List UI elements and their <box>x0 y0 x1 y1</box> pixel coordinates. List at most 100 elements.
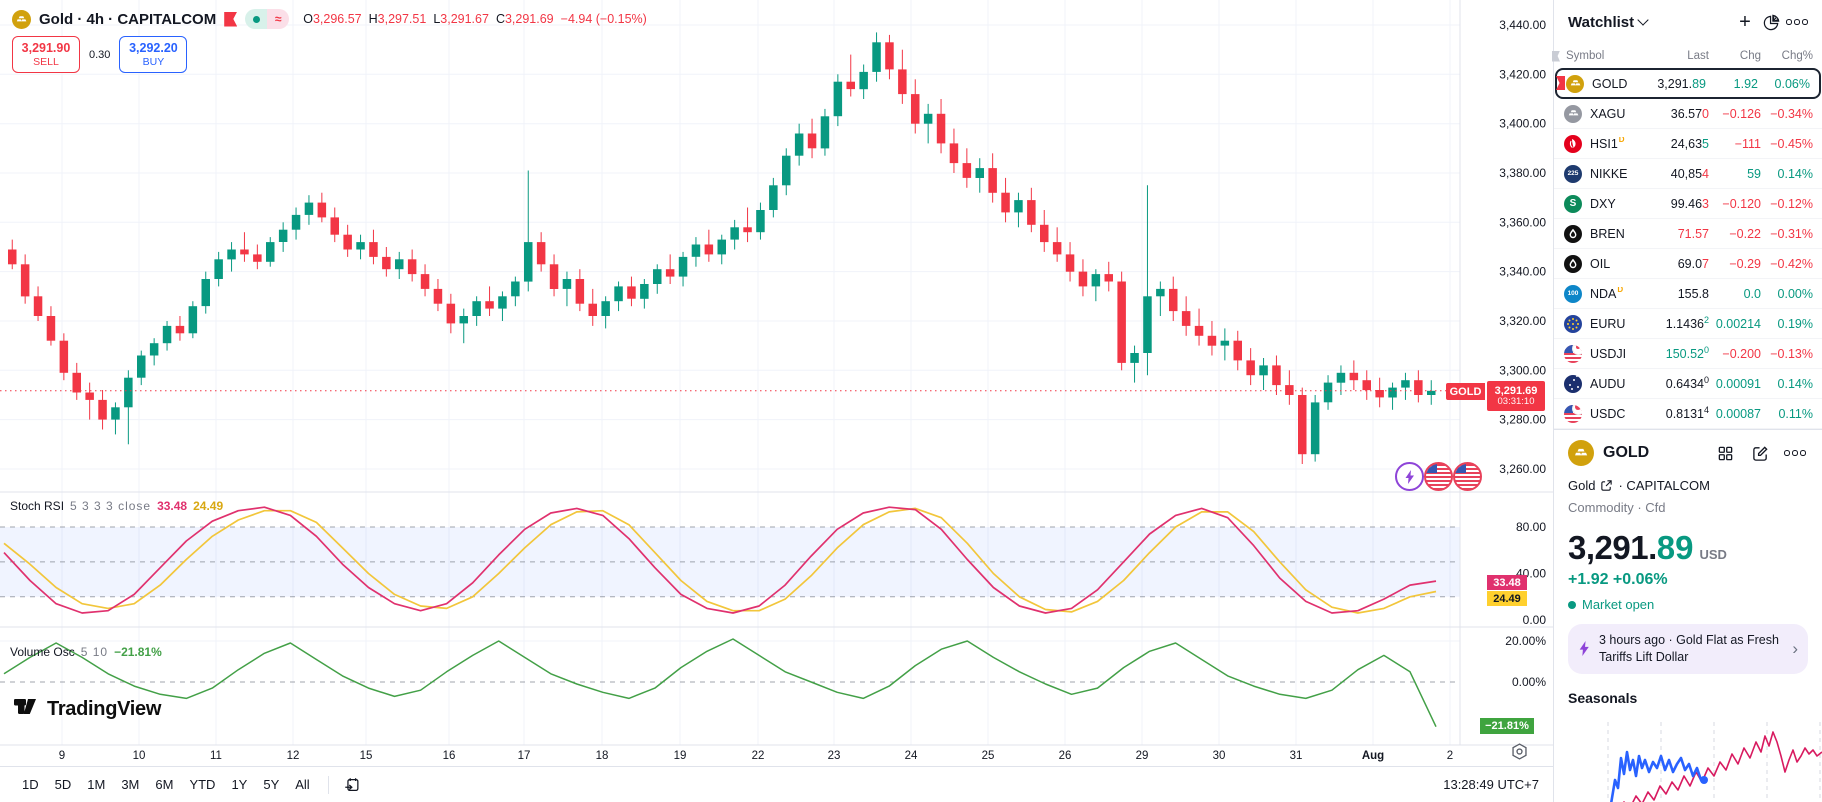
candlestick-chart[interactable]: 3,440.00 3,420.00 3,400.00 3,380.00 3,360.00… <box>0 0 1553 766</box>
change: −0.120 <box>1722 196 1761 211</box>
economic-event-badges[interactable] <box>1395 462 1482 491</box>
axis-label: 23 <box>828 750 841 762</box>
change-percent: −0.12% <box>1770 196 1813 211</box>
detail-price: 3,291. 89 USD <box>1568 529 1727 566</box>
chart-symbol-title[interactable]: Gold · 4h · CAPITALCOM <box>39 10 217 28</box>
watchlist-row-usdc[interactable]: USDC 0.81314 0.00087 0.11% <box>1554 399 1822 429</box>
flag-column-icon <box>1552 50 1560 62</box>
axis-label: 3,420.00 <box>1499 67 1546 81</box>
news-lightning-icon <box>1579 641 1589 657</box>
bar-countdown: 03:31:10 <box>1497 395 1535 407</box>
axis-label: Aug <box>1362 750 1384 762</box>
market-status-pill[interactable]: ≈ <box>245 9 290 29</box>
range-button-ytd[interactable]: YTD <box>181 774 223 795</box>
watchlist-row-oil[interactable]: OIL 69.07 −0.29 −0.42% <box>1554 249 1822 279</box>
range-button-1m[interactable]: 1M <box>79 774 113 795</box>
volume-osc-axis-label: −21.81% <box>1480 718 1534 734</box>
last-price: 155.8 <box>1677 286 1709 301</box>
watchlist-title-dropdown[interactable]: Watchlist <box>1568 14 1649 31</box>
flag-icon[interactable] <box>224 11 238 27</box>
axis-label: 22 <box>752 750 765 762</box>
watchlist-row-gold[interactable]: GOLD 3,291.89 1.92 0.06% <box>1555 68 1821 99</box>
spread-value: 0.30 <box>86 47 114 62</box>
change: −0.126 <box>1722 106 1761 121</box>
range-button-1d[interactable]: 1D <box>14 774 47 795</box>
watchlist-row-nda[interactable]: 100 NDA D 155.8 0.0 0.00% <box>1554 279 1822 309</box>
chevron-right-icon: › <box>1792 638 1798 658</box>
last-price: 40,854 <box>1670 166 1709 181</box>
buy-button[interactable]: 3,292.20 BUY <box>119 36 188 73</box>
change-percent: −0.34% <box>1770 106 1813 121</box>
instrument-icon <box>1564 344 1582 363</box>
watchlist-more-icon[interactable] <box>1784 9 1810 35</box>
chart-legend: Gold · 4h · CAPITALCOM ≈ O3,296.57 H3,29… <box>12 9 647 29</box>
axis-label: 10 <box>133 750 146 762</box>
instrument-icon: 225 <box>1564 164 1582 183</box>
news-headline-pill[interactable]: 3 hours ago · Gold Flat as Fresh Tariffs… <box>1568 624 1808 674</box>
seasonals-title: Seasonals <box>1568 689 1638 706</box>
change: 0.0 <box>1743 286 1761 301</box>
range-button-6m[interactable]: 6M <box>147 774 181 795</box>
axis-label: 2 <box>1447 750 1453 762</box>
last-price: 0.64340 <box>1665 375 1709 392</box>
market-open-dot <box>1568 600 1576 609</box>
grid-layout-icon[interactable] <box>1712 440 1738 466</box>
stoch-rsi-legend[interactable]: Stoch RSI 5 3 3 3 close 33.48 24.49 <box>10 499 224 513</box>
symbol-name: USDC <box>1590 406 1626 421</box>
axis-label: 3,440.00 <box>1499 18 1546 32</box>
toolbar-divider <box>327 775 329 794</box>
event-us-flag-icon <box>1424 462 1453 491</box>
change: 0.00214 <box>1715 316 1761 331</box>
seasonals-chart[interactable] <box>1554 722 1822 802</box>
detail-link-name[interactable]: Gold <box>1568 478 1596 493</box>
detail-more-icon[interactable] <box>1782 440 1808 466</box>
instrument-icon: 100 <box>1564 284 1582 303</box>
detail-symbol-name: GOLD <box>1603 444 1650 461</box>
change-percent: −0.13% <box>1770 346 1813 361</box>
watchlist-row-xagu[interactable]: XAGU 36.570 −0.126 −0.34% <box>1554 99 1822 129</box>
axis-label: 9 <box>59 750 65 762</box>
watchlist-column-headers[interactable]: Symbol Last Chg Chg% <box>1552 44 1822 68</box>
watchlist-rows: GOLD 3,291.89 1.92 0.06% XAGU 36.570 −0.126 −0.… <box>1554 68 1822 430</box>
range-button-1y[interactable]: 1Y <box>223 774 255 795</box>
watchlist-row-audu[interactable]: AUDU 0.64340 0.00091 0.14% <box>1554 369 1822 399</box>
instrument-icon: S <box>1564 194 1582 213</box>
external-link-icon[interactable] <box>1600 479 1613 492</box>
change: 0.00087 <box>1715 406 1761 421</box>
add-symbol-icon[interactable]: + <box>1739 10 1751 33</box>
stoch-d-value: 24.49 <box>193 499 224 513</box>
tradingview-logo[interactable]: TradingView <box>14 697 161 721</box>
volume-osc-legend[interactable]: Volume Osc 5 10 −21.81% <box>10 645 162 659</box>
gold-instrument-icon <box>12 9 31 29</box>
tradingview-logo-icon <box>14 699 36 714</box>
sell-button[interactable]: 3,291.90 SELL <box>12 36 80 73</box>
range-button-all[interactable]: All <box>287 774 317 795</box>
change-percent: 0.14% <box>1777 166 1813 181</box>
edit-note-icon[interactable] <box>1747 440 1773 466</box>
sector-pie-icon[interactable] <box>1758 9 1784 35</box>
current-price-label: 3,291.69 03:31:10 <box>1487 381 1545 411</box>
watchlist-row-euru[interactable]: EURU 1.14362 0.00214 0.19% <box>1554 309 1822 339</box>
watchlist-row-usdji[interactable]: USDJI 150.520 −0.200 −0.13% <box>1554 339 1822 369</box>
event-us-flag-icon-2 <box>1453 462 1482 491</box>
axis-label: 12 <box>287 750 300 762</box>
axis-label: 3,360.00 <box>1499 215 1546 229</box>
axis-label: 0.00 <box>1523 613 1547 627</box>
range-button-3m[interactable]: 3M <box>113 774 147 795</box>
range-button-5d[interactable]: 5D <box>47 774 80 795</box>
axis-label: 0.00% <box>1512 675 1546 689</box>
axis-label: 3,260.00 <box>1499 462 1546 476</box>
detail-instrument-type: Commodity · Cfd <box>1568 500 1666 515</box>
session-clock[interactable]: 13:28:49 UTC+7 <box>1443 777 1539 792</box>
change: 59 <box>1747 166 1761 181</box>
time-axis-settings-icon[interactable] <box>1507 739 1531 763</box>
watchlist-row-nikke[interactable]: 225 NIKKE 40,854 59 0.14% <box>1554 159 1822 189</box>
watchlist-row-bren[interactable]: BREN 71.57 −0.22 −0.31% <box>1554 219 1822 249</box>
watchlist-row-dxy[interactable]: S DXY 99.463 −0.120 −0.12% <box>1554 189 1822 219</box>
change: 1.92 <box>1733 76 1758 91</box>
range-button-5y[interactable]: 5Y <box>255 774 287 795</box>
data-ok-icon <box>245 9 268 29</box>
go-to-date-icon[interactable] <box>339 772 365 798</box>
watchlist-row-hsi1[interactable]: HSI1 D 24,635 −111 −0.45% <box>1554 129 1822 159</box>
chart-area[interactable]: 3,440.00 3,420.00 3,400.00 3,380.00 3,360.00… <box>0 0 1553 802</box>
